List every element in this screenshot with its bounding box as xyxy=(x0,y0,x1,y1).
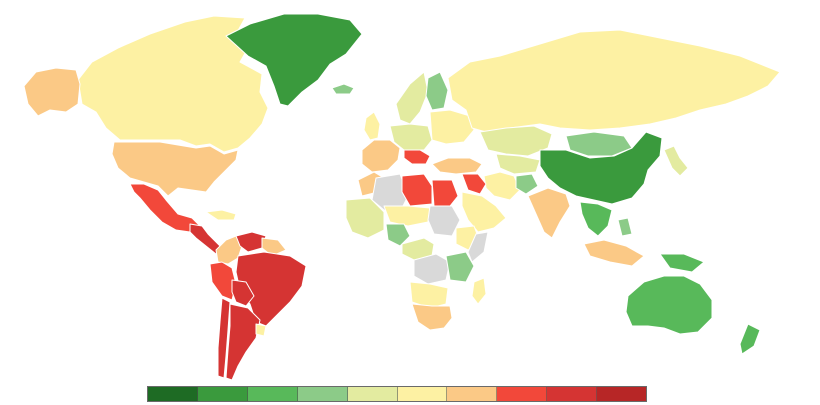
philippines-region[interactable] xyxy=(617,217,633,237)
legend-swatch-6 xyxy=(397,387,448,401)
uk-region[interactable] xyxy=(363,111,381,141)
legend-swatch-3 xyxy=(247,387,298,401)
legend-swatch-2 xyxy=(197,387,248,401)
canada-region[interactable] xyxy=(77,15,269,153)
nigeria-region[interactable] xyxy=(385,223,411,247)
greenland-region[interactable] xyxy=(225,13,363,107)
iceland-region[interactable] xyxy=(331,83,355,95)
legend-swatch-8 xyxy=(497,387,548,401)
eastern-europe-region[interactable] xyxy=(429,109,475,145)
caribbean-region[interactable] xyxy=(205,209,237,221)
papua-region[interactable] xyxy=(659,253,705,273)
somalia-region[interactable] xyxy=(467,231,489,263)
afghanistan-region[interactable] xyxy=(515,173,539,195)
congo-region[interactable] xyxy=(413,253,451,285)
southern-africa-region[interactable] xyxy=(411,303,453,331)
russia-region[interactable] xyxy=(447,29,781,133)
central-asia-region[interactable] xyxy=(495,153,541,175)
indonesia-region[interactable] xyxy=(583,239,645,267)
legend-swatch-4 xyxy=(297,387,348,401)
china-region[interactable] xyxy=(539,131,663,205)
india-region[interactable] xyxy=(527,187,571,239)
angola-region[interactable] xyxy=(409,281,449,309)
central-europe-region[interactable] xyxy=(389,123,433,151)
iraq-syria-region[interactable] xyxy=(461,173,487,195)
finland-region[interactable] xyxy=(425,71,449,111)
turkey-region[interactable] xyxy=(431,157,483,175)
balkans-region[interactable] xyxy=(403,149,431,165)
new-zealand-region[interactable] xyxy=(739,323,761,355)
kazakhstan-region[interactable] xyxy=(479,125,553,157)
western-europe-region[interactable] xyxy=(361,139,401,173)
usa-region[interactable] xyxy=(111,141,239,197)
madagascar-region[interactable] xyxy=(471,277,487,305)
libya-region[interactable] xyxy=(401,173,433,207)
legend-swatch-10 xyxy=(597,387,646,401)
bolivia-region[interactable] xyxy=(231,279,255,307)
west-africa-region[interactable] xyxy=(345,197,385,239)
sahel-region[interactable] xyxy=(383,205,431,227)
arabia-region[interactable] xyxy=(461,191,507,233)
southeast-asia-region[interactable] xyxy=(579,201,613,237)
legend-swatch-9 xyxy=(547,387,598,401)
uruguay-region[interactable] xyxy=(255,323,267,337)
argentina-region[interactable] xyxy=(225,303,261,381)
guianas-region[interactable] xyxy=(261,237,287,257)
legend-swatch-1 xyxy=(148,387,198,401)
korea-japan-region[interactable] xyxy=(663,145,689,177)
legend-swatch-5 xyxy=(347,387,398,401)
east-africa-region[interactable] xyxy=(445,251,475,283)
color-scale-legend xyxy=(147,386,647,402)
chile-region[interactable] xyxy=(217,297,231,379)
scandinavia-region[interactable] xyxy=(395,71,429,125)
sudan-region[interactable] xyxy=(427,205,461,237)
alaska-region[interactable] xyxy=(23,67,81,117)
legend-swatch-7 xyxy=(447,387,498,401)
australia-region[interactable] xyxy=(625,275,713,335)
egypt-region[interactable] xyxy=(431,179,459,207)
iran-region[interactable] xyxy=(483,171,521,201)
